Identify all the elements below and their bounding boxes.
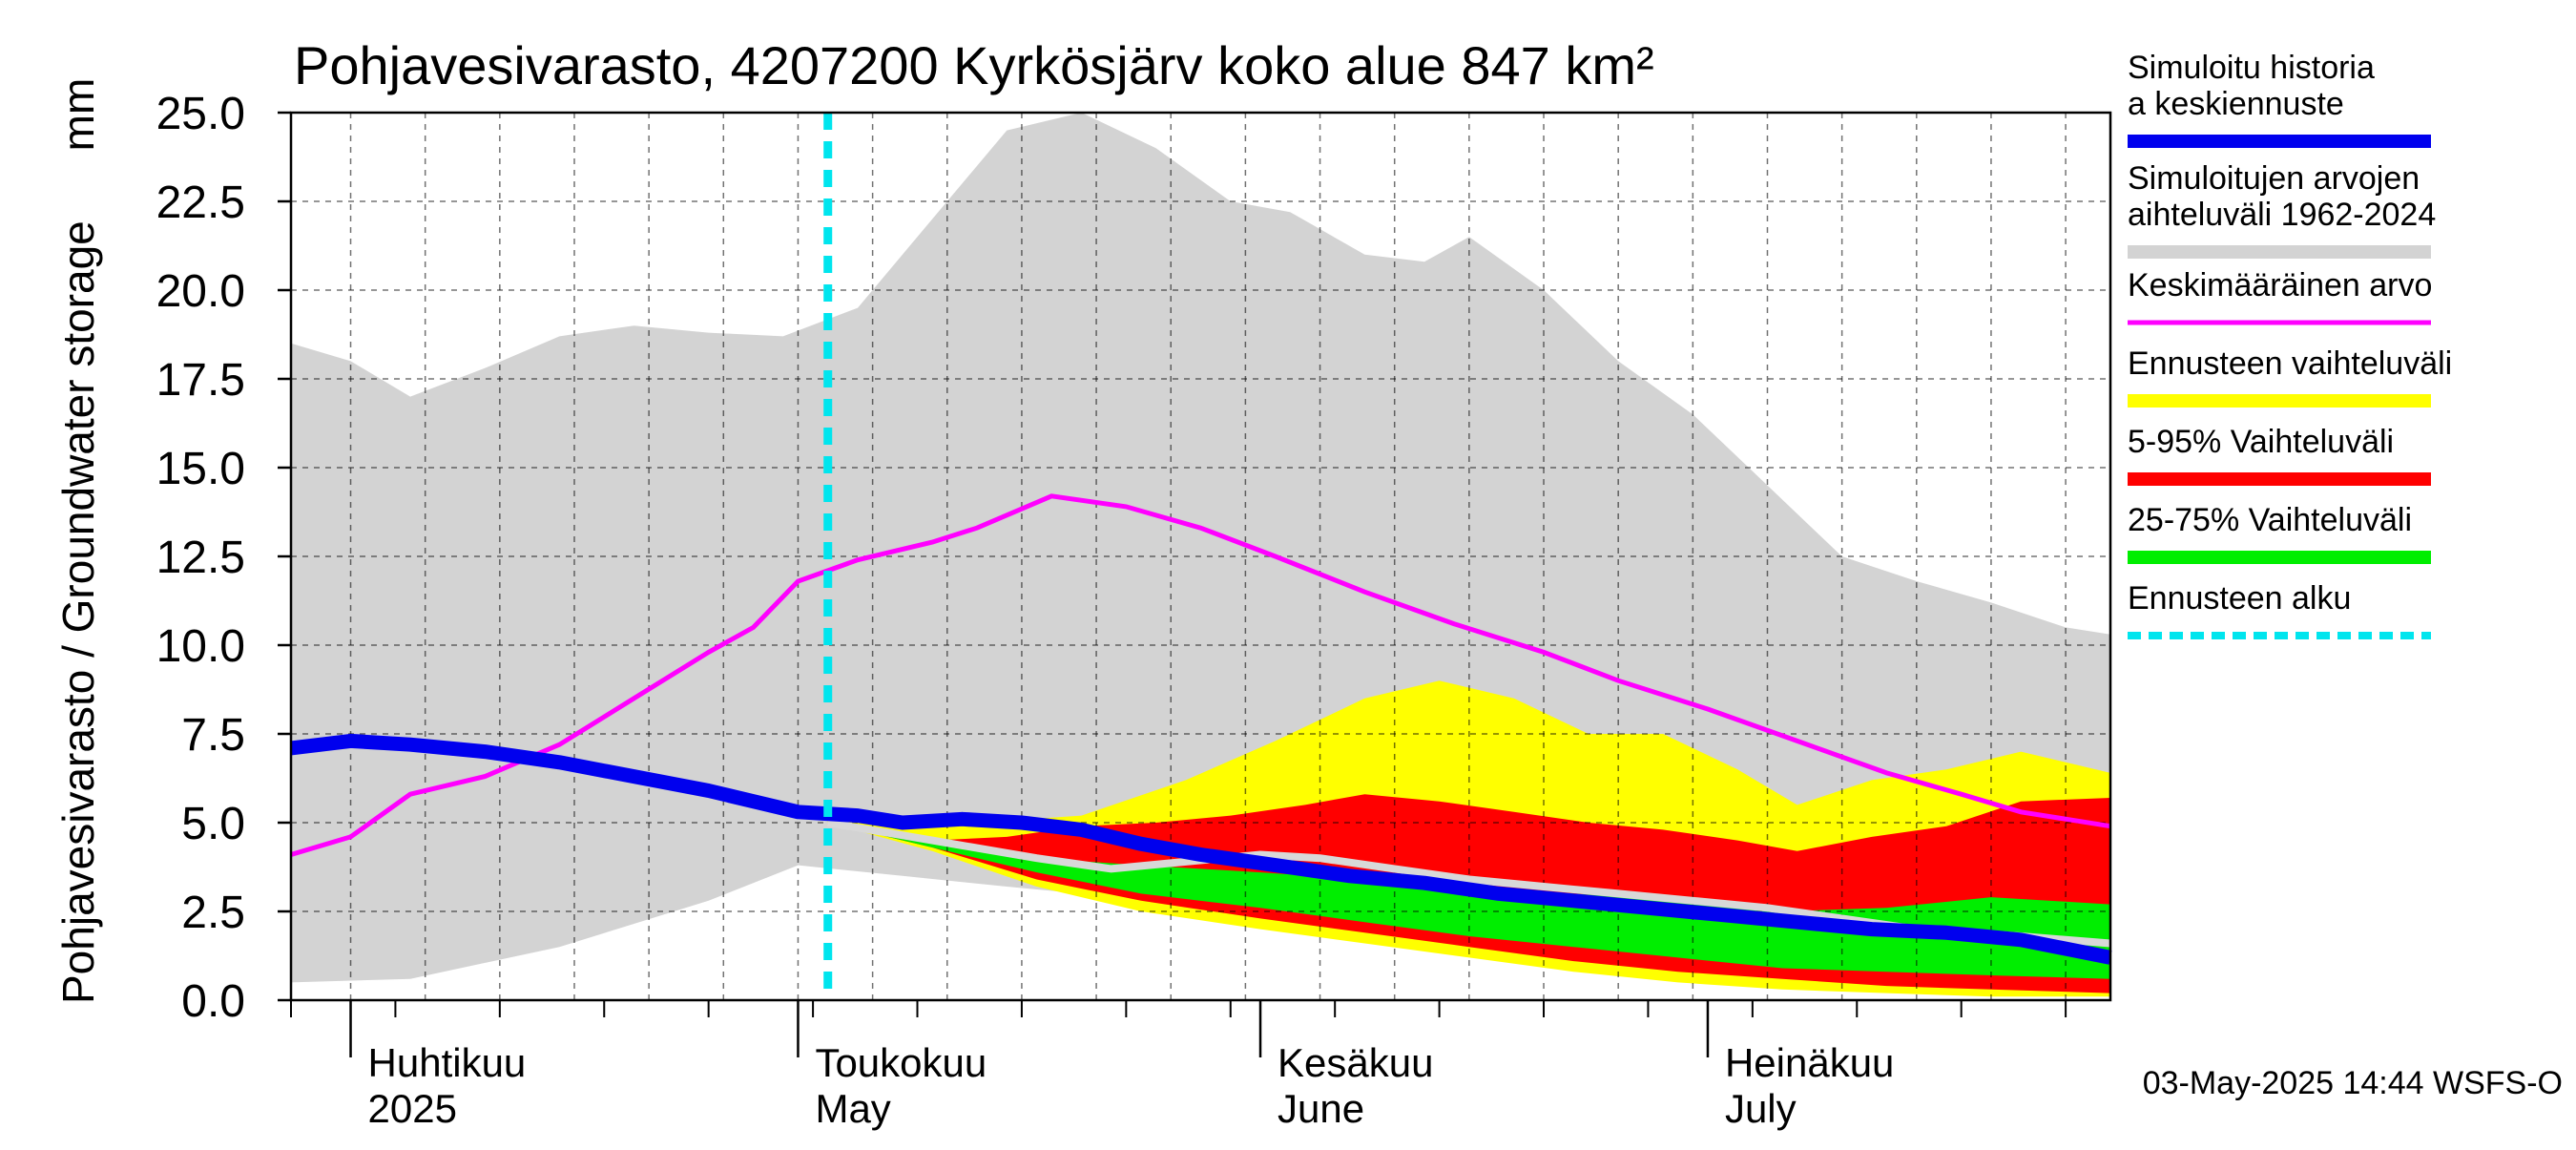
x-tick-label-month: Toukokuu: [815, 1040, 987, 1085]
y-tick-label: 25.0: [156, 89, 245, 139]
legend-label: Ennusteen alku: [2128, 580, 2351, 617]
p25-75-band: [827, 823, 2111, 979]
x-tick-label-sub: May: [815, 1086, 890, 1131]
legend-label: Keskimääräinen arvo: [2128, 267, 2432, 303]
plot-lines: [290, 113, 2112, 1000]
legend-label: 25-75% Vaihteluväli: [2128, 502, 2412, 538]
y-tick-label: 0.0: [181, 976, 245, 1027]
y-tick-label: 20.0: [156, 266, 245, 317]
y-tick-label: 5.0: [181, 799, 245, 849]
history-line: [290, 733, 2112, 965]
x-tick-label-sub: June: [1278, 1086, 1364, 1131]
y-axis-unit: mm: [53, 78, 103, 152]
y-tick-label: 12.5: [156, 533, 245, 583]
footer-timestamp: 03-May-2025 14:44 WSFS-O: [2143, 1065, 2563, 1101]
x-tick-label-sub: July: [1725, 1086, 1797, 1131]
legend: Simuloitu historia a keskiennuste Simuloi…: [2128, 50, 2452, 639]
y-tick-label: 2.5: [181, 888, 245, 938]
x-tick-label-sub: 2025: [368, 1086, 457, 1131]
x-tick-label-month: Huhtikuu: [368, 1040, 527, 1085]
legend-label: Simuloitujen arvojen aihteluväli 1962-20…: [2128, 160, 2436, 233]
y-tick-label: 17.5: [156, 355, 245, 406]
mean-line: [290, 493, 2111, 857]
legend-label: 5-95% Vaihteluväli: [2128, 424, 2394, 460]
legend-label: Ennusteen vaihteluväli: [2128, 345, 2452, 382]
legend-label: Simuloitu historia a keskiennuste: [2128, 50, 2383, 122]
axes: 0.0 2.5 5.0 7.5 10.0 12.5 15.0 17.5 20.0 22.5 25.0…: [156, 89, 2112, 1131]
x-tick-label-month: Kesäkuu: [1278, 1040, 1433, 1085]
y-axis-label: Pohjavesivarasto / Groundwater storage: [53, 220, 103, 1004]
y-tick-label: 15.0: [156, 444, 245, 494]
chart-title: Pohjavesivarasto, 4207200 Kyrkösjärv kok…: [294, 35, 1654, 95]
y-tick-label: 7.5: [181, 710, 245, 761]
y-tick-label: 10.0: [156, 621, 245, 672]
y-tick-label: 22.5: [156, 178, 245, 228]
x-tick-label-month: Heinäkuu: [1725, 1040, 1894, 1085]
